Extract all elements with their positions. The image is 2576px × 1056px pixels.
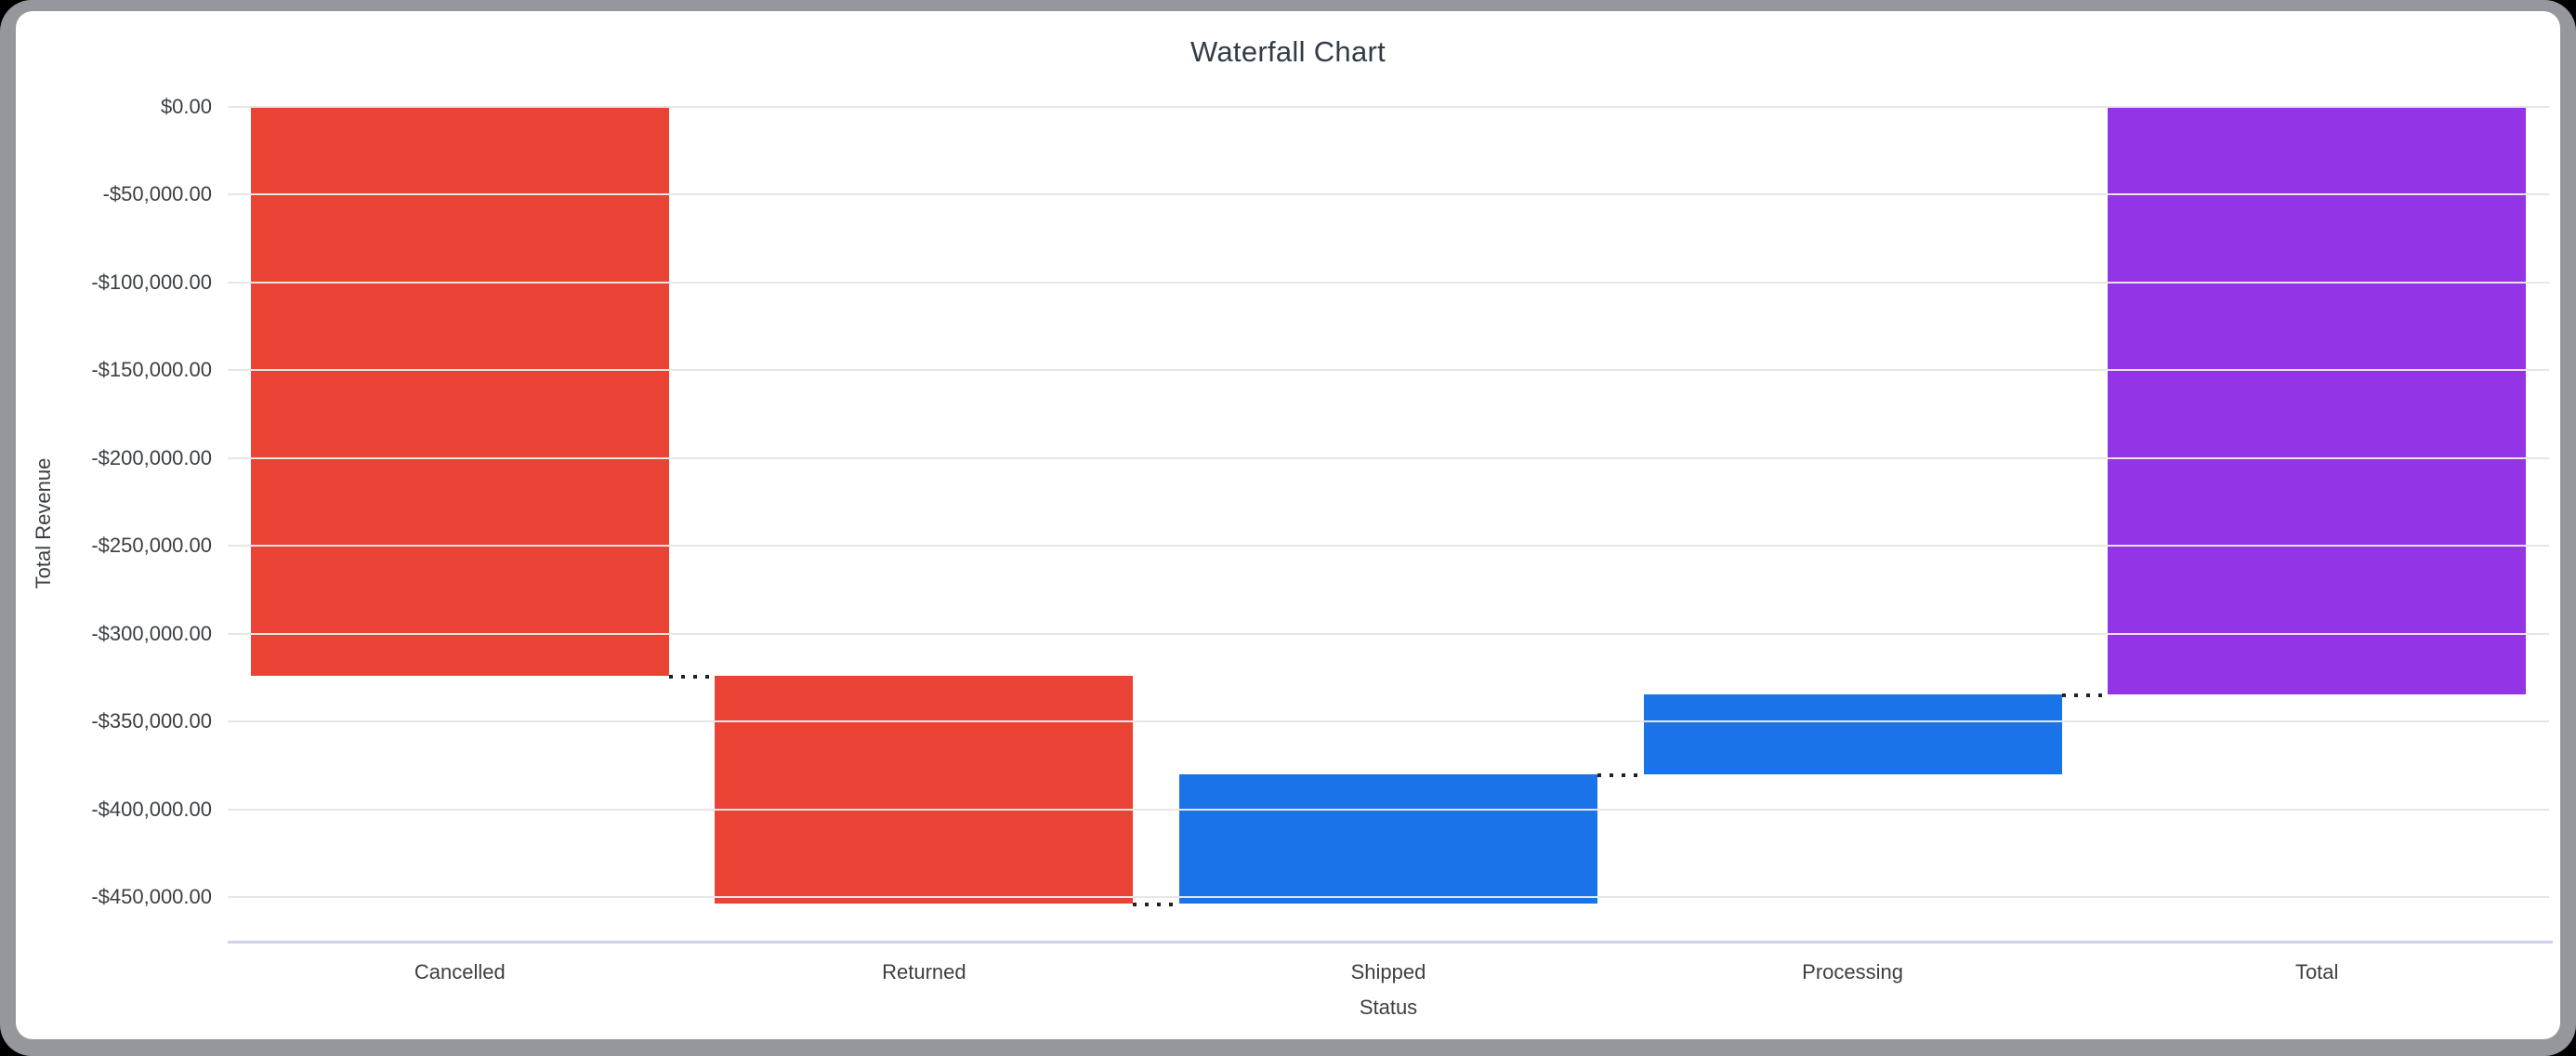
bar-returned[interactable]: [715, 676, 1134, 904]
y-tick-label: -$350,000.00: [91, 709, 212, 733]
y-tick-label: $0.00: [160, 95, 212, 118]
gridline: [228, 369, 2549, 372]
y-tick-label: -$200,000.00: [91, 445, 212, 469]
x-category-label: Returned: [882, 960, 966, 983]
gridline: [228, 193, 2549, 196]
y-tick-label: -$50,000.00: [102, 182, 212, 206]
bar-total[interactable]: [2108, 107, 2527, 695]
chart-title: Waterfall Chart: [1189, 35, 1387, 68]
gridline: [228, 281, 2549, 284]
gridline: [228, 896, 2549, 898]
x-axis-baseline: [228, 941, 2553, 944]
gridline: [228, 808, 2549, 811]
bar-cancelled[interactable]: [250, 107, 669, 676]
bar-processing[interactable]: [1643, 694, 2062, 774]
bar-shipped[interactable]: [1179, 773, 1597, 904]
x-category-label: Total: [2294, 960, 2339, 983]
y-tick-label: -$250,000.00: [91, 534, 212, 558]
x-category-label: Cancelled: [414, 960, 506, 983]
waterfall-connector: [668, 675, 716, 679]
gridline: [228, 106, 2549, 108]
gridline: [228, 545, 2549, 548]
waterfall-connector: [1597, 772, 1644, 777]
x-category-label: Processing: [1802, 960, 1904, 983]
gridline: [228, 632, 2549, 635]
y-tick-label: -$150,000.00: [91, 358, 212, 382]
gridline: [228, 720, 2549, 723]
gridline: [228, 456, 2549, 459]
waterfall-connector: [1133, 902, 1179, 906]
y-tick-label: -$400,000.00: [91, 797, 212, 821]
y-tick-label: -$450,000.00: [91, 885, 212, 908]
y-tick-label: -$300,000.00: [91, 621, 212, 645]
x-category-label: Shipped: [1350, 960, 1426, 983]
waterfall-connector: [2061, 693, 2109, 698]
x-axis-title: Status: [1359, 996, 1418, 1019]
y-tick-label: -$100,000.00: [91, 270, 212, 294]
